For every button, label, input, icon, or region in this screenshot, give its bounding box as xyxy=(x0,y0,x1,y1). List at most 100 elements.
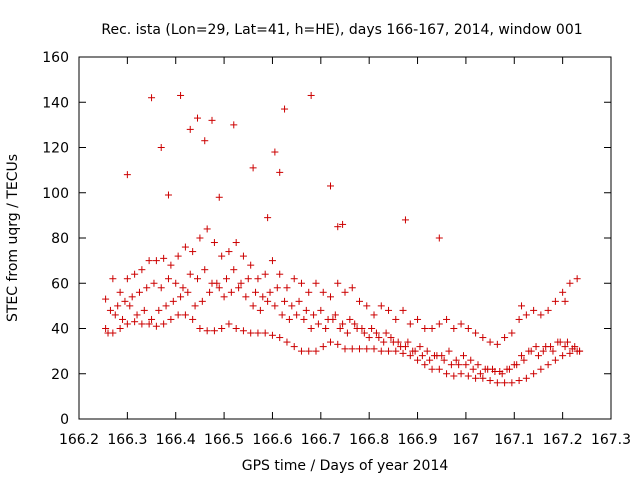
data-point xyxy=(452,356,460,364)
data-point xyxy=(341,288,349,296)
data-point xyxy=(148,315,156,323)
data-point xyxy=(368,325,376,332)
data-point xyxy=(131,270,139,278)
data-point xyxy=(297,279,305,287)
data-point xyxy=(341,345,349,353)
data-point xyxy=(157,284,165,292)
data-point xyxy=(184,288,192,296)
data-point xyxy=(261,270,269,278)
data-point xyxy=(198,297,206,305)
y-tick-label: 120 xyxy=(42,141,69,157)
data-point xyxy=(218,252,226,260)
data-point xyxy=(157,144,165,151)
data-point xyxy=(576,347,584,355)
data-point xyxy=(356,345,364,353)
data-point xyxy=(145,257,153,265)
data-point xyxy=(268,331,276,339)
data-point xyxy=(484,365,492,373)
data-point xyxy=(363,345,371,353)
data-point xyxy=(382,329,390,337)
data-point xyxy=(285,315,293,323)
data-point xyxy=(508,379,516,387)
data-point xyxy=(276,168,284,176)
data-point xyxy=(295,297,303,305)
data-point xyxy=(249,302,257,310)
data-point xyxy=(143,284,151,292)
data-point xyxy=(457,320,465,328)
x-tick-label: 166.8 xyxy=(349,432,389,448)
data-point xyxy=(462,361,470,369)
data-point xyxy=(126,302,134,310)
data-point xyxy=(210,239,218,247)
data-point xyxy=(232,239,240,247)
data-point xyxy=(537,365,545,373)
data-point xyxy=(177,91,185,99)
data-point xyxy=(116,325,124,332)
data-point xyxy=(416,343,424,351)
data-point xyxy=(515,315,523,323)
data-point xyxy=(138,320,146,328)
data-point xyxy=(302,306,310,314)
data-point xyxy=(455,361,463,369)
data-point xyxy=(181,311,189,319)
data-point xyxy=(530,370,538,378)
data-point xyxy=(152,257,160,265)
data-point xyxy=(104,329,112,337)
data-point xyxy=(457,370,465,378)
data-point xyxy=(518,302,526,310)
data-point xyxy=(172,279,180,287)
data-points xyxy=(102,91,584,387)
data-point xyxy=(377,347,385,355)
data-point xyxy=(312,347,320,355)
data-point xyxy=(123,171,131,179)
data-point xyxy=(119,315,127,323)
data-point xyxy=(225,320,233,328)
data-point xyxy=(443,315,451,323)
data-point xyxy=(174,311,182,319)
data-point xyxy=(443,370,451,378)
data-point xyxy=(273,284,281,292)
data-point xyxy=(252,288,260,296)
data-point xyxy=(135,288,143,296)
data-point xyxy=(181,243,189,251)
data-point xyxy=(266,288,274,296)
data-point xyxy=(370,345,378,353)
data-point xyxy=(201,137,209,145)
data-point xyxy=(389,338,397,346)
data-point xyxy=(290,275,298,283)
data-point xyxy=(208,279,216,287)
data-point xyxy=(464,372,472,380)
data-point xyxy=(486,338,494,346)
data-point xyxy=(167,315,175,323)
data-point xyxy=(527,347,535,355)
data-point xyxy=(203,327,211,335)
data-point xyxy=(264,214,272,222)
data-point xyxy=(102,295,110,303)
data-point xyxy=(343,329,351,337)
data-point xyxy=(220,293,228,301)
data-point xyxy=(566,279,574,287)
data-point xyxy=(401,216,409,224)
data-point xyxy=(551,356,559,364)
data-point xyxy=(232,325,240,332)
data-point xyxy=(348,284,356,292)
x-tick-label: 166.6 xyxy=(252,432,292,448)
data-point xyxy=(372,329,380,337)
data-point xyxy=(191,302,199,310)
y-tick-label: 100 xyxy=(42,186,69,202)
data-point xyxy=(162,302,170,310)
y-tick-label: 40 xyxy=(51,322,69,338)
data-point xyxy=(206,288,214,296)
data-point xyxy=(377,302,385,310)
axis-ticks xyxy=(78,56,612,420)
data-point xyxy=(387,334,395,342)
data-point xyxy=(559,352,567,360)
data-point xyxy=(534,352,542,360)
chart-title: Rec. ista (Lon=29, Lat=41, h=HE), days 1… xyxy=(101,22,582,38)
data-point xyxy=(464,325,472,332)
data-point xyxy=(196,234,204,242)
data-point xyxy=(542,343,550,351)
data-point xyxy=(326,338,334,346)
data-point xyxy=(111,311,119,319)
